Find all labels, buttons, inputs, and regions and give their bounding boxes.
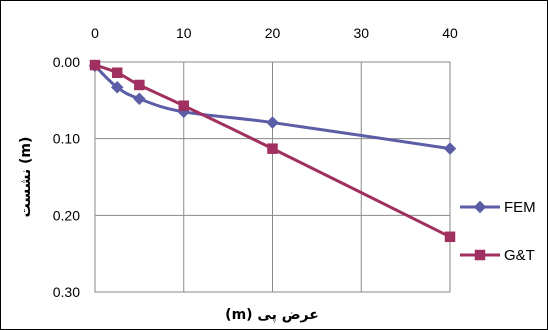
data-point: [111, 67, 123, 78]
data-point: [110, 80, 124, 94]
series-g-t: [89, 59, 456, 243]
data-point: [133, 92, 146, 106]
y-tick-label: 0.30: [53, 284, 80, 300]
grid: [94, 61, 451, 293]
x-tick-label: 40: [442, 25, 458, 41]
series-layer: [88, 59, 457, 243]
data-point: [134, 79, 145, 91]
x-axis-ticks: 0 10 20 30 40: [91, 25, 458, 41]
legend-label: FEM: [504, 199, 536, 216]
y-axis-ticks: 0.00 0.10 0.20 0.30: [53, 54, 80, 300]
data-point: [444, 231, 456, 243]
x-axis-title: عرض پی (m): [225, 307, 319, 323]
legend-marker: [474, 249, 486, 261]
x-tick-label: 10: [176, 25, 192, 41]
legend-item: FEM: [460, 199, 536, 216]
y-tick-label: 0.00: [53, 54, 80, 70]
y-axis-title: نشست (m): [18, 137, 34, 218]
data-point: [267, 143, 278, 154]
x-tick-label: 0: [91, 25, 99, 41]
data-point: [443, 142, 457, 155]
series-fem: [88, 59, 457, 155]
legend-item: G&T: [460, 247, 535, 264]
data-point: [89, 59, 101, 71]
x-tick-label: 30: [353, 25, 369, 41]
y-tick-label: 0.20: [53, 207, 80, 223]
data-point: [178, 100, 189, 111]
x-tick-label: 20: [265, 25, 281, 41]
legend-marker: [473, 200, 487, 214]
legend-label: G&T: [504, 247, 535, 264]
data-point: [266, 116, 279, 129]
y-tick-label: 0.10: [53, 131, 80, 147]
legend: FEM G&T: [460, 199, 536, 264]
